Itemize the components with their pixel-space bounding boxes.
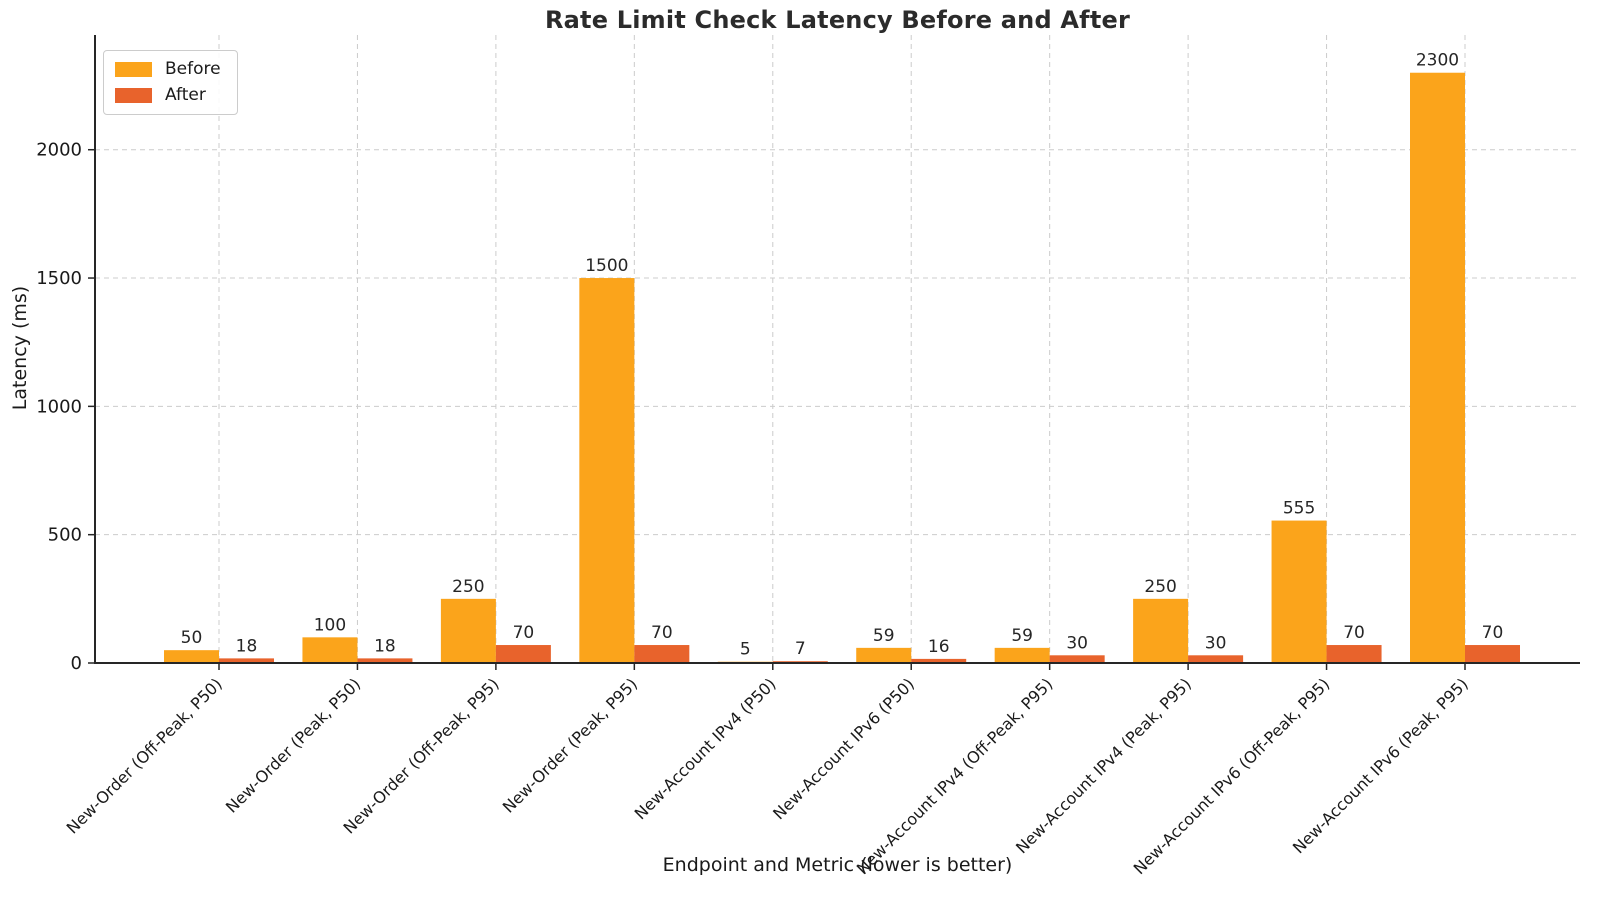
- bar-after: [1465, 645, 1520, 663]
- x-tick-label: New-Order (Peak, P50): [222, 674, 364, 816]
- x-tick-label: New-Order (Off-Peak, P50): [63, 674, 226, 837]
- bar-before: [1271, 520, 1327, 663]
- y-axis-title: Latency (ms): [9, 285, 31, 411]
- bar-value-label: 18: [236, 636, 258, 656]
- legend-swatch-after-icon: [115, 88, 152, 103]
- bar-value-label: 100: [314, 615, 346, 635]
- bar-value-label: 30: [1066, 633, 1088, 653]
- chart-title: Rate Limit Check Latency Before and Afte…: [544, 6, 1131, 34]
- y-tick-label: 1500: [36, 268, 82, 289]
- bar-value-label: 30: [1205, 633, 1227, 653]
- bar-before: [856, 647, 912, 663]
- bar-before: [164, 650, 219, 663]
- x-tick-label: New-Account IPv6 (P50): [769, 674, 918, 823]
- bar-value-label: 1500: [585, 256, 628, 276]
- bar-value-label: 555: [1283, 499, 1315, 519]
- bar-value-label: 18: [374, 636, 396, 656]
- bar-value-label: 7: [795, 639, 806, 659]
- bar-value-label: 70: [513, 623, 535, 643]
- bar-before: [440, 598, 496, 663]
- bar-after: [495, 645, 551, 663]
- x-tick-label: New-Account IPv4 (P50): [631, 674, 780, 823]
- x-tick-label: New-Order (Peak, P95): [499, 674, 641, 816]
- bar-value-label: 16: [928, 637, 950, 657]
- bar-value-label: 250: [452, 577, 484, 597]
- bar-after: [634, 645, 690, 663]
- bar-value-label: 70: [651, 623, 673, 643]
- y-tick-label: 1000: [36, 396, 82, 417]
- bar-before: [1133, 598, 1189, 663]
- bar-value-label: 70: [1343, 623, 1365, 643]
- legend-item-after: After: [115, 87, 221, 104]
- bar-after: [911, 658, 967, 663]
- bar-before: [994, 647, 1050, 663]
- bar-before: [579, 278, 635, 663]
- bar-value-label: 2300: [1416, 51, 1459, 71]
- bar-value-label: 50: [181, 628, 203, 648]
- bar-value-label: 250: [1144, 577, 1176, 597]
- bar-value-label: 59: [873, 626, 895, 646]
- bar-before: [1410, 72, 1465, 663]
- bar-value-label: 70: [1482, 623, 1504, 643]
- y-tick-label: 2000: [36, 140, 82, 161]
- bar-value-label: 5: [740, 640, 751, 660]
- bar-after: [219, 658, 274, 663]
- x-tick-label: New-Order (Off-Peak, P95): [340, 674, 503, 837]
- y-tick-label: 0: [71, 653, 82, 674]
- bar-after: [1188, 655, 1244, 663]
- legend: Before After: [103, 50, 238, 115]
- bar-after: [357, 658, 413, 663]
- legend-label-before: Before: [165, 59, 221, 79]
- legend-item-before: Before: [115, 61, 221, 78]
- bar-after: [1326, 645, 1382, 663]
- legend-label-after: After: [165, 85, 206, 105]
- bar-value-label: 59: [1011, 626, 1033, 646]
- y-tick-label: 500: [48, 525, 82, 546]
- bar-before: [302, 637, 358, 663]
- bar-after: [1049, 655, 1105, 663]
- legend-swatch-before-icon: [115, 62, 152, 77]
- x-axis-title: Endpoint and Metric (lower is better): [662, 854, 1013, 876]
